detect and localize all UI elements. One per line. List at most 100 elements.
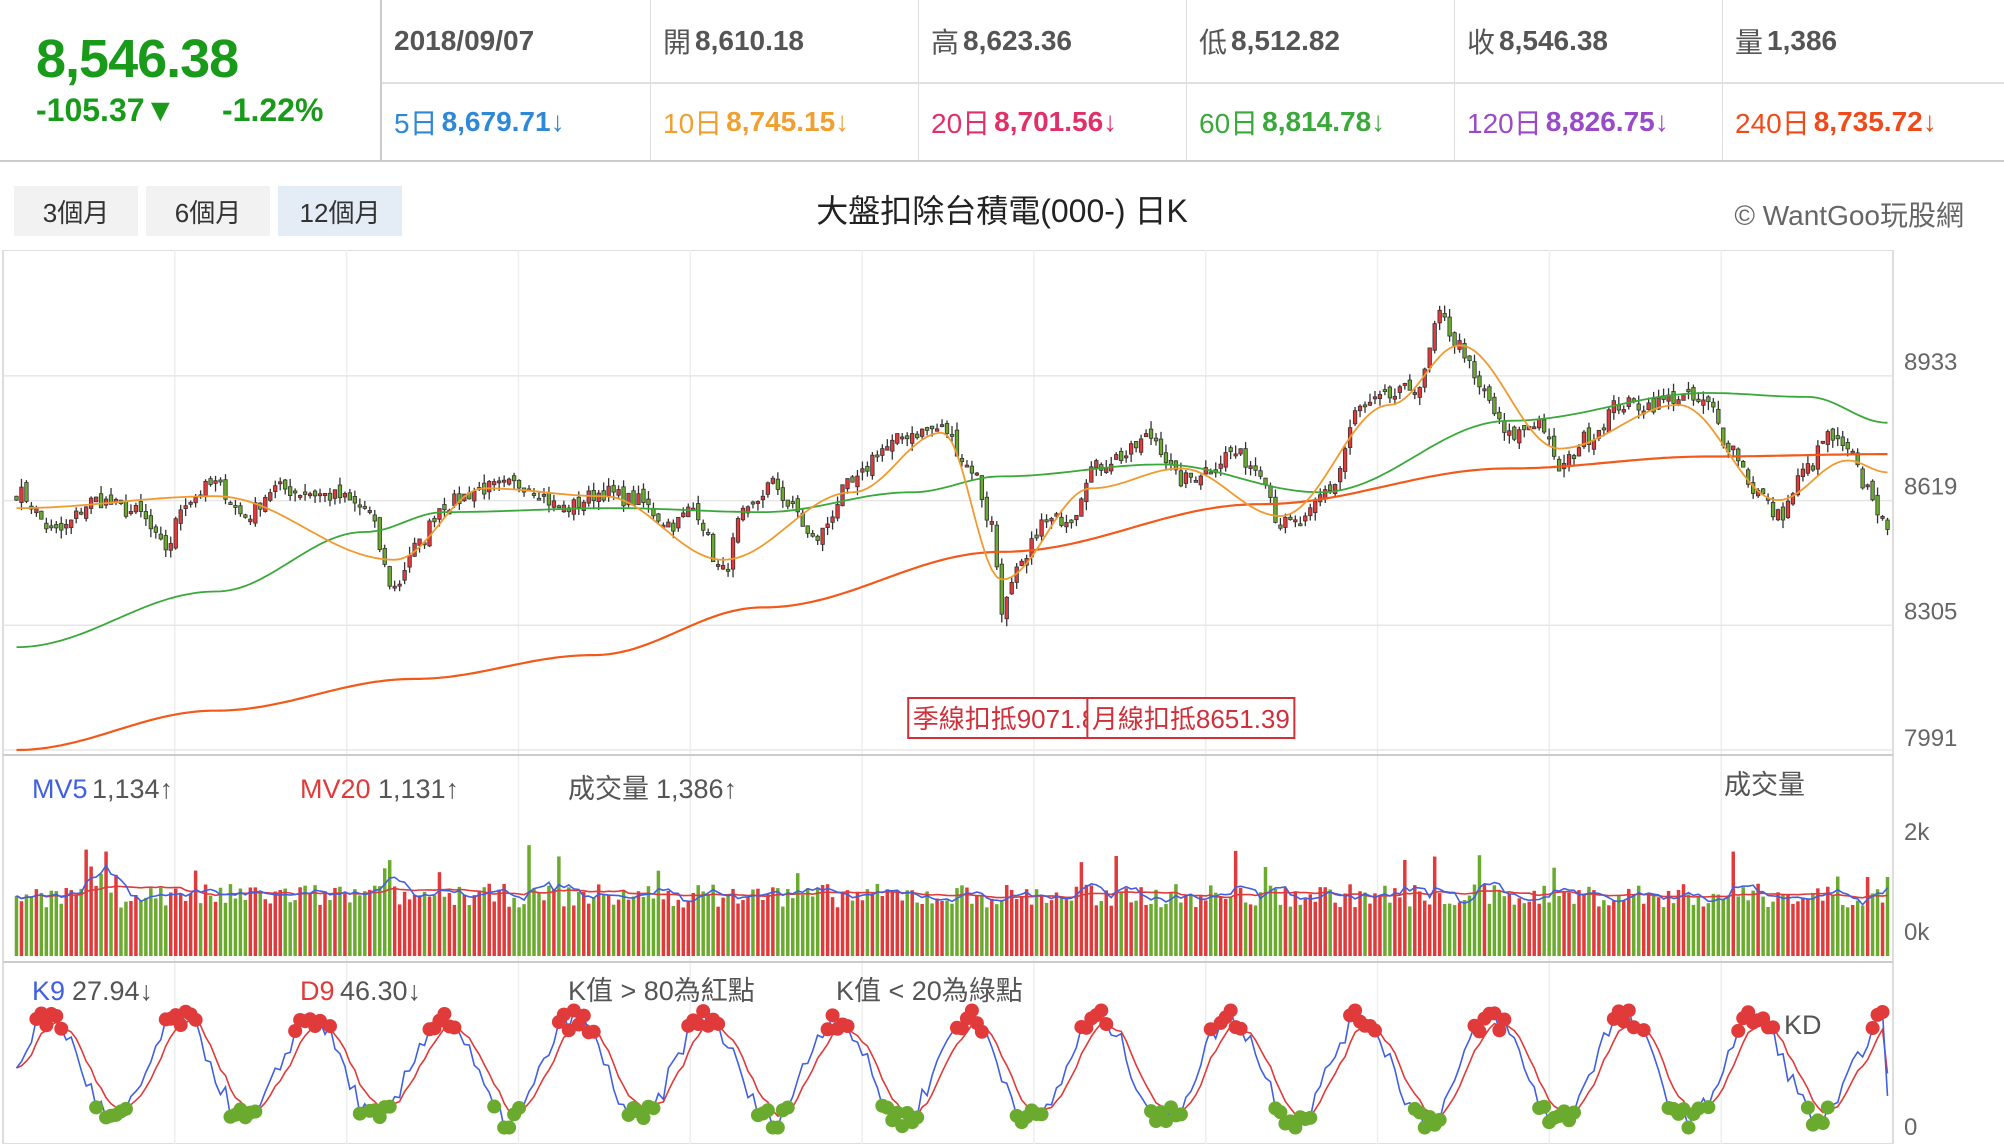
- candle-body: [143, 511, 149, 520]
- volume-bar: [1363, 892, 1367, 956]
- volume-bar: [1243, 902, 1248, 956]
- volume-bar: [1228, 897, 1233, 956]
- annotation-label: 季線扣抵9071.82: [913, 704, 1111, 734]
- volume-bar: [1522, 903, 1526, 956]
- kd-overbought-dot: [1367, 1023, 1382, 1038]
- candle-body: [730, 537, 736, 570]
- candle-body: [810, 533, 815, 537]
- volume-bar: [1766, 906, 1770, 956]
- candle-body: [397, 583, 402, 587]
- range-6-months-button[interactable]: 6個月: [146, 186, 270, 236]
- volume-bar: [532, 888, 536, 956]
- volume-bar: [1169, 892, 1173, 956]
- candle-body: [1094, 460, 1099, 468]
- volume-bar: [835, 907, 840, 956]
- volume-bar: [417, 895, 422, 956]
- volume-bar: [1049, 900, 1054, 956]
- candle-body: [248, 518, 253, 523]
- volume-bar: [1413, 885, 1417, 956]
- volume-bar: [1676, 889, 1681, 956]
- volume-bar: [1114, 856, 1118, 956]
- candle-body: [581, 501, 586, 512]
- candle-body: [596, 492, 601, 502]
- volume-bar: [1184, 895, 1188, 956]
- mv5-label: MV5: [32, 774, 88, 804]
- candle-body: [278, 481, 283, 485]
- volume-bar: [1313, 901, 1317, 956]
- ma-label: 240日: [1735, 108, 1810, 139]
- ma-cell-5: 240日 8,735.72↓: [1722, 84, 2004, 160]
- candle-body: [153, 526, 158, 533]
- volume-bar: [781, 906, 785, 956]
- candle-body: [1392, 395, 1398, 400]
- volume-bar: [1502, 896, 1507, 956]
- volume-bar: [587, 903, 591, 956]
- candle-body: [1815, 445, 1820, 470]
- volume-bar: [681, 907, 686, 956]
- ma-label: 20日: [931, 108, 991, 139]
- volume-bar: [154, 898, 158, 956]
- volume-bar: [228, 884, 233, 956]
- candle-body: [1258, 470, 1263, 477]
- candle-body: [1556, 458, 1562, 472]
- volume-bar: [591, 897, 596, 956]
- candle-body: [1153, 437, 1159, 442]
- candle-body: [1198, 475, 1203, 486]
- kd-overbought-dot: [1636, 1023, 1651, 1038]
- volume-bar: [935, 898, 939, 956]
- volume-bar: [54, 891, 59, 956]
- volume-bar: [1059, 898, 1064, 956]
- volume-bar: [691, 893, 695, 956]
- candle-body: [1621, 409, 1626, 413]
- candle-body: [740, 507, 746, 521]
- volume-bar: [1174, 884, 1178, 956]
- volume-bar: [786, 888, 790, 956]
- volume-bar: [323, 891, 327, 956]
- volume-bar: [1860, 905, 1865, 956]
- candle-body: [1333, 484, 1338, 494]
- volume-bar: [1617, 894, 1621, 956]
- volume-bar: [1801, 897, 1805, 956]
- volume-bar: [1716, 894, 1721, 956]
- candle-body: [1576, 447, 1582, 457]
- kd-tick-label: 0: [1904, 1114, 1917, 1141]
- candle-body: [681, 512, 686, 518]
- candle-body: [865, 465, 870, 472]
- volume-bar: [512, 897, 516, 956]
- volume-bar: [1776, 892, 1780, 956]
- volume-bar: [1641, 903, 1646, 956]
- volume-bar: [1870, 893, 1875, 956]
- axes: 8933 8619 8305 7991 2k 0k 0: [1904, 349, 1957, 1141]
- candle-body: [880, 448, 885, 456]
- volume-bar: [800, 894, 805, 956]
- kd-note-red: K值 > 80為紅點: [568, 976, 755, 1006]
- moving-average-lines: [16, 344, 1888, 752]
- volume-bar: [1154, 889, 1158, 956]
- volume-bar: [751, 889, 755, 956]
- candle-body: [636, 493, 641, 506]
- volume-bar: [492, 901, 496, 956]
- candle-body: [183, 505, 188, 509]
- kd-oversold-dot: [382, 1099, 397, 1114]
- volume-bar: [457, 886, 462, 956]
- candle-body: [959, 457, 965, 463]
- range-12-months-button[interactable]: 12個月: [278, 186, 402, 236]
- volume-bar: [1706, 903, 1711, 956]
- candle-body: [49, 525, 54, 529]
- volume-bar: [1587, 886, 1591, 956]
- volume-bar: [1119, 892, 1123, 956]
- candle-body: [1089, 466, 1094, 483]
- volume-bar: [1258, 892, 1263, 956]
- candle-body: [760, 495, 766, 501]
- range-3-months-button[interactable]: 3個月: [14, 186, 138, 236]
- candle-body: [223, 479, 228, 500]
- candle-body: [288, 486, 293, 496]
- volume-bar: [1318, 887, 1322, 956]
- volume-bar: [392, 886, 397, 956]
- price-change: -105.37▼: [36, 92, 177, 128]
- candle-body: [1248, 465, 1253, 469]
- volume-bar: [686, 901, 691, 956]
- volume-bar: [1109, 905, 1113, 956]
- volume-bar: [810, 896, 815, 956]
- candle-body: [855, 475, 860, 488]
